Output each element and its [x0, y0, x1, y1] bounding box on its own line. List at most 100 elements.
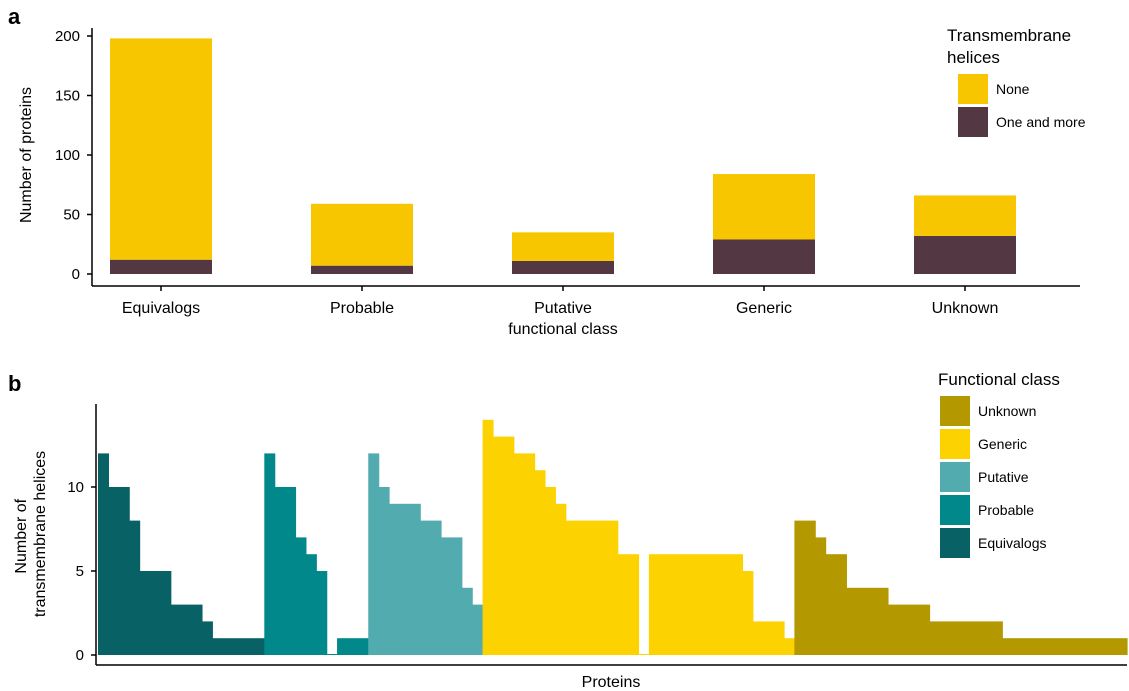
bar-none-putative-functional-class: [512, 232, 614, 261]
bar-probable-2: [274, 487, 297, 655]
bar-equivalogs-3: [129, 520, 141, 655]
bar-unknown-5: [887, 604, 931, 655]
legend-swatch-generic: [940, 429, 970, 459]
legend-swatch-putative: [940, 462, 970, 492]
bar-unknown-6: [929, 621, 1003, 655]
legend-swatch-unknown: [940, 396, 970, 426]
bar-putative-5: [441, 537, 463, 655]
legend-swatch-equivalogs: [940, 528, 970, 558]
panel-b-y-ticks: 0 5 10: [67, 479, 96, 664]
bar-equivalogs-2: [108, 487, 130, 655]
bar-equivalogs-5: [170, 604, 203, 655]
x-tick-label-putative-functional-class-line1: Putative: [534, 300, 592, 317]
panel-b-y-axis-label: Number of transmembrane helices: [13, 451, 49, 617]
y-tick-label-100: 100: [55, 147, 80, 164]
bar-generic-9: [638, 654, 650, 655]
bar-generic-10: [648, 554, 744, 655]
panel-a-x-ticks: Equivalogs Probable Putative functional cla…: [122, 286, 998, 338]
y-tick-label-0: 0: [72, 266, 80, 283]
legend-swatch-probable: [940, 495, 970, 525]
panel-a-legend-swatch-one-and-more: [958, 107, 988, 137]
bar-equivalogs-7: [212, 638, 265, 655]
bar-none-probable: [311, 203, 413, 266]
legend-label-equivalogs: Equivalogs: [978, 535, 1047, 551]
x-tick-label-generic: Generic: [736, 300, 792, 317]
bar-none-unknown: [914, 195, 1016, 236]
b-y-tick-label-5: 5: [76, 563, 84, 580]
bar-putative-2: [378, 487, 390, 655]
panel-b-x-axis-label: Proteins: [582, 674, 641, 691]
bar-putative-3: [389, 503, 421, 655]
bar-probable-7: [337, 638, 369, 655]
panel-b-bars: [98, 419, 1128, 655]
bar-one-and-more-putative-functional-class: [512, 260, 614, 274]
bar-generic-1: [482, 419, 494, 655]
bar-equivalogs-4: [139, 571, 172, 655]
bar-one-and-more-generic: [713, 239, 815, 274]
bar-equivalogs-1: [98, 453, 109, 655]
panel-a-y-ticks: 0 50 100 150 200: [55, 28, 92, 283]
bar-generic-13: [784, 638, 795, 655]
legend-label-unknown: Unknown: [978, 403, 1036, 419]
bar-none-equivalogs: [110, 38, 212, 260]
y-tick-label-200: 200: [55, 28, 80, 45]
bar-generic-4: [534, 470, 546, 655]
panel-a-legend-title-line1: Transmembrane: [947, 26, 1071, 45]
bar-probable-3: [295, 537, 307, 655]
x-tick-label-unknown: Unknown: [932, 300, 999, 317]
panel-a-legend-title: Transmembrane helices: [947, 26, 1076, 67]
panel-a-legend-title-line2: helices: [947, 48, 1000, 67]
panel-label-a: a: [8, 4, 21, 29]
panel-b-legend-items: Unknown Generic Putative Probable Equivalogs: [940, 396, 1047, 558]
bar-generic-2: [492, 436, 515, 655]
panel-b-chart: 0 5 10 Proteins Number of transmembrane he…: [13, 370, 1128, 691]
panel-b-y-axis-label-line1: Number of: [13, 498, 30, 573]
legend-label-probable: Probable: [978, 502, 1034, 518]
bar-one-and-more-probable: [311, 265, 413, 274]
b-y-tick-label-0: 0: [76, 647, 84, 664]
bar-one-and-more-equivalogs: [110, 259, 212, 274]
bar-unknown-3: [825, 554, 847, 655]
panel-label-b: b: [8, 371, 21, 396]
panel-b-y-axis-label-line2: transmembrane helices: [32, 451, 49, 617]
bar-generic-6: [555, 503, 567, 655]
bar-one-and-more-unknown: [914, 235, 1016, 274]
panel-a-legend-label-one-and-more: One and more: [996, 114, 1086, 130]
panel-b-y-axis-label-group: Number of transmembrane helices: [13, 451, 49, 617]
bar-putative-7: [472, 604, 484, 655]
b-y-tick-label-10: 10: [67, 479, 84, 496]
legend-label-putative: Putative: [978, 469, 1029, 485]
x-tick-label-putative-functional-class-line2: functional class: [508, 321, 617, 338]
bar-generic-12: [752, 621, 785, 655]
bar-putative-1: [368, 453, 380, 655]
bar-generic-8: [617, 554, 640, 655]
y-tick-label-150: 150: [55, 88, 80, 105]
panel-a-legend: Transmembrane helices None One and more: [947, 26, 1086, 137]
bar-unknown-2: [815, 537, 827, 655]
legend-label-generic: Generic: [978, 436, 1027, 452]
bar-generic-5: [544, 487, 556, 655]
bar-putative-6: [461, 587, 473, 655]
x-tick-label-probable: Probable: [330, 300, 394, 317]
panel-b-legend: Functional class Unknown Generic Putative P…: [938, 370, 1060, 558]
panel-a-chart: 0 50 100 150 200 Equivalogs Probable Putative f…: [18, 26, 1086, 338]
bar-unknown-4: [846, 587, 889, 655]
bar-generic-3: [513, 453, 536, 655]
bar-probable-4: [305, 554, 317, 655]
bar-generic-7: [565, 520, 619, 655]
bar-probable-5: [316, 571, 328, 655]
bar-equivalogs-6: [201, 621, 213, 655]
bar-probable-6: [326, 654, 338, 655]
bar-generic-11: [742, 571, 754, 655]
panel-b-legend-title: Functional class: [938, 370, 1060, 389]
panel-a-legend-swatch-none: [958, 74, 988, 104]
bar-unknown-7: [1002, 638, 1128, 655]
bar-probable-1: [264, 453, 276, 655]
y-tick-label-50: 50: [63, 207, 80, 224]
bar-unknown-1: [794, 520, 816, 655]
bar-putative-4: [420, 520, 442, 655]
panel-a-legend-label-none: None: [996, 81, 1030, 97]
x-tick-label-equivalogs: Equivalogs: [122, 300, 200, 317]
panel-a-y-axis-label: Number of proteins: [18, 87, 35, 223]
